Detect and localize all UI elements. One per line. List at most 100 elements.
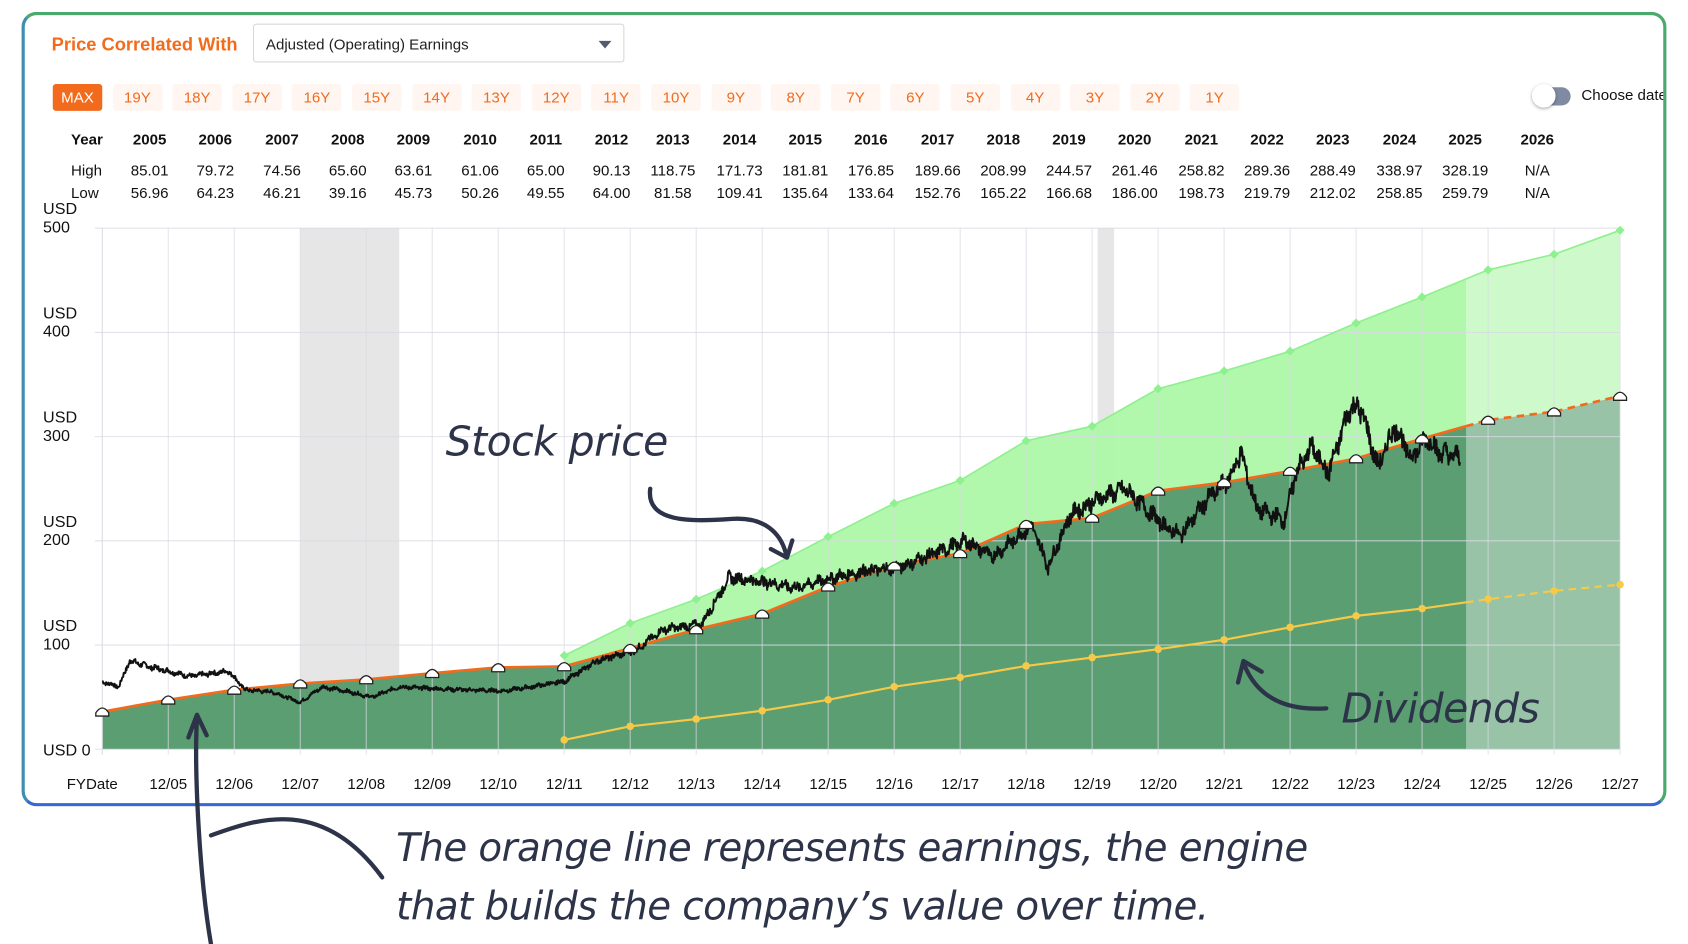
dividends-arrow-icon <box>1242 663 1329 711</box>
period-button-5y[interactable]: 5Y <box>950 83 1000 111</box>
y-tick-label: USD 300 <box>43 409 77 445</box>
year-header: 2009 <box>396 130 431 148</box>
low-value: 152.76 <box>914 184 961 202</box>
period-button-1y[interactable]: 1Y <box>1189 83 1240 111</box>
earnings-marker <box>95 707 110 717</box>
period-button-4y[interactable]: 4Y <box>1010 83 1060 111</box>
high-value: 61.06 <box>461 161 499 179</box>
upper-band-marker <box>559 650 569 661</box>
period-button-12y[interactable]: 12Y <box>531 83 582 111</box>
x-tick-label: 12/26 <box>1535 776 1573 793</box>
x-tick-label: 12/27 <box>1601 776 1639 793</box>
x-tick-label: 12/14 <box>743 776 781 793</box>
dividend-marker <box>1088 653 1096 662</box>
y-tick-unit: USD <box>43 200 77 218</box>
x-tick-label: 12/24 <box>1403 776 1441 793</box>
earnings-marker <box>1217 478 1232 488</box>
dividend-marker <box>956 673 964 682</box>
earnings-marker <box>689 625 704 635</box>
period-button-18y[interactable]: 18Y <box>172 83 222 111</box>
dividend-marker <box>1022 662 1030 670</box>
period-button-6y[interactable]: 6Y <box>890 83 941 111</box>
upper-band-marker <box>757 566 767 576</box>
period-button-10y[interactable]: 10Y <box>651 83 701 111</box>
choose-dates-toggle[interactable] <box>1531 83 1571 108</box>
dividend-marker <box>1352 612 1360 620</box>
dividend-marker <box>692 715 700 723</box>
dividend-marker <box>1418 604 1426 613</box>
earnings-marker <box>1348 454 1364 464</box>
period-button-17y[interactable]: 17Y <box>232 83 282 111</box>
year-header: 2005 <box>132 130 167 148</box>
period-button-max[interactable]: MAX <box>52 83 103 111</box>
period-button-19y[interactable]: 19Y <box>112 83 163 111</box>
y-tick-unit: USD <box>43 409 77 427</box>
earnings-marker <box>755 609 770 619</box>
low-value: 133.64 <box>847 184 894 202</box>
stock-price-arrow-icon <box>648 486 789 556</box>
period-button-14y[interactable]: 14Y <box>411 83 462 111</box>
earnings-marker <box>425 668 440 679</box>
correlation-select[interactable]: Adjusted (Operating) Earnings <box>252 23 625 63</box>
earnings-marker <box>161 695 176 705</box>
toggle-knob <box>1531 83 1556 108</box>
year-header: 2011 <box>529 130 563 148</box>
period-button-2y[interactable]: 2Y <box>1130 83 1180 111</box>
period-buttons: MAX 19Y 18Y 17Y 16Y 15Y 14Y 13Y 12Y 11Y 10Y 9Y 8Y 7Y 6… <box>52 83 1240 111</box>
year-header: 2016 <box>854 130 888 148</box>
dividend-marker <box>758 706 766 715</box>
low-value: 50.26 <box>461 184 499 202</box>
x-tick-label: 12/22 <box>1271 776 1309 793</box>
period-button-9y[interactable]: 9Y <box>711 83 761 111</box>
x-tick-label: 12/25 <box>1469 776 1507 793</box>
high-value: 65.00 <box>526 161 565 179</box>
x-tick-label: 12/15 <box>809 776 847 793</box>
year-header: 2022 <box>1250 130 1284 148</box>
period-button-16y[interactable]: 16Y <box>292 83 342 111</box>
x-tick-label: 12/13 <box>677 776 715 793</box>
low-value: 186.00 <box>1111 184 1158 202</box>
year-header: 2012 <box>594 130 629 148</box>
earnings-marker <box>821 582 836 592</box>
year-header: 2026 <box>1520 130 1555 148</box>
correlation-select-value: Adjusted (Operating) Earnings <box>265 35 469 53</box>
high-value: 79.72 <box>196 161 235 179</box>
period-button-8y[interactable]: 8Y <box>770 83 821 111</box>
period-button-13y[interactable]: 13Y <box>471 83 522 111</box>
y-tick-label: USD 500 <box>43 200 77 236</box>
earnings-arrow-tail-icon <box>208 817 385 880</box>
period-button-15y[interactable]: 15Y <box>351 83 402 111</box>
low-value: 64.23 <box>196 184 235 202</box>
earnings-arrow-icon <box>186 712 214 944</box>
period-button-3y[interactable]: 3Y <box>1070 83 1120 111</box>
earnings-line <box>102 424 1467 714</box>
earnings-marker <box>359 675 374 685</box>
period-button-7y[interactable]: 7Y <box>830 83 881 111</box>
price-correlated-title: Price Correlated With <box>51 34 238 55</box>
year-header: 2019 <box>1052 130 1086 148</box>
x-tick-label: 12/11 <box>546 776 583 793</box>
stock-price-line <box>101 396 1461 705</box>
upper-band-marker <box>1285 346 1295 356</box>
upper-band-marker <box>1021 436 1031 446</box>
projection-overlay <box>1466 215 1621 750</box>
earnings-marker <box>227 685 242 695</box>
earnings-marker <box>1612 391 1628 401</box>
low-value: 39.16 <box>328 184 367 202</box>
year-header: 2006 <box>198 130 233 148</box>
period-button-11y[interactable]: 11Y <box>591 83 641 111</box>
low-value: N/A <box>1524 184 1550 202</box>
dividends-arrowhead-icon <box>1235 658 1264 685</box>
dividend-marker <box>1484 595 1492 603</box>
earnings-marker <box>623 643 638 654</box>
x-axis-label: FYDate <box>67 776 118 793</box>
annotation-stock-price: Stock price <box>445 417 669 466</box>
high-value: 171.73 <box>716 161 763 179</box>
year-header: 2024 <box>1382 130 1417 148</box>
annotation-dividends: Dividends <box>1341 684 1540 733</box>
low-value: 198.73 <box>1178 184 1225 202</box>
high-value: 176.85 <box>847 161 894 179</box>
x-tick-label: 12/08 <box>347 776 385 793</box>
